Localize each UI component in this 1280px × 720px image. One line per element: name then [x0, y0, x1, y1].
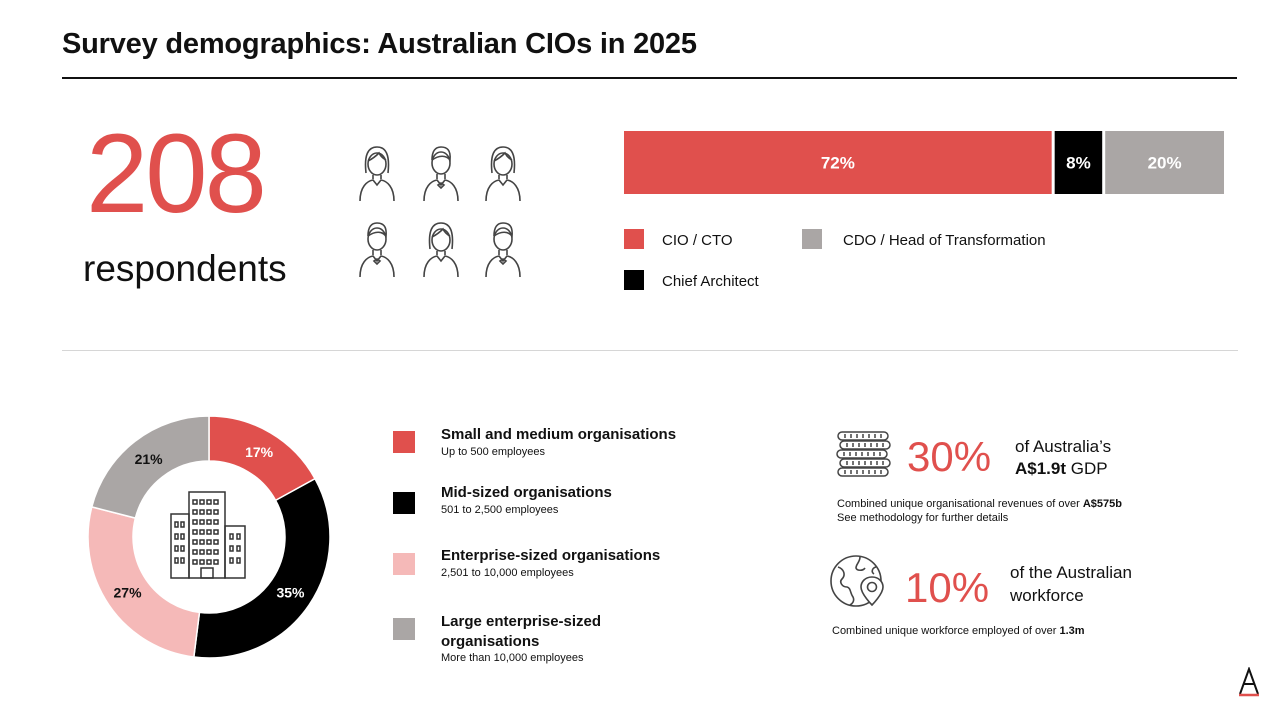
role-bar-segment: [1054, 131, 1103, 194]
gdp-line-2: A$1.9t GDP: [1015, 458, 1108, 480]
org-legend-title-enterprise: Enterprise-sized organisations: [441, 547, 661, 564]
section-divider: [62, 350, 1238, 351]
role-bar-label: 8%: [1066, 154, 1091, 173]
gdp-unit: GDP: [1066, 459, 1108, 478]
donut-slice-label: 21%: [135, 451, 164, 467]
org-legend-subtitle-enterprise: 2,501 to 10,000 employees: [441, 567, 574, 579]
role-stacked-bar-chart: 72% 8% 20%: [624, 131, 1224, 194]
org-legend-subtitle-small: Up to 500 employees: [441, 446, 545, 458]
org-legend-title-small: Small and medium organisations: [441, 426, 677, 443]
org-legend-swatch-small: [393, 431, 415, 453]
person-male-icon: [483, 219, 523, 279]
revenue-note: Combined unique organisational revenues …: [837, 497, 1122, 511]
respondent-label: respondents: [83, 248, 287, 289]
legend-label-cdo: CDO / Head of Transformation: [843, 232, 1046, 249]
org-legend-swatch-large: [393, 618, 415, 640]
revenue-amount: A$575b: [1082, 498, 1122, 510]
legend-swatch-cio: [624, 229, 644, 249]
person-female-icon: [357, 143, 397, 203]
brand-logo: [1238, 666, 1260, 697]
person-male-icon: [357, 219, 397, 279]
donut-slice-label: 17%: [245, 444, 274, 460]
workforce-share-value: 10%: [905, 564, 990, 611]
office-building-icon: [170, 491, 246, 579]
donut-slice: [192, 477, 331, 659]
respondent-count: 208: [86, 111, 267, 236]
org-legend-swatch-enterprise: [393, 553, 415, 575]
workforce-line-2: workforce: [1010, 586, 1084, 605]
workforce-note: Combined unique workforce employed of ov…: [832, 624, 1085, 638]
person-female-icon: [421, 219, 461, 279]
workforce-line-1: of the Australian: [1010, 563, 1132, 582]
page-title: Survey demographics: Australian CIOs in …: [62, 28, 697, 60]
legend-swatch-architect: [624, 270, 644, 290]
workforce-amount: 1.3m: [1059, 625, 1085, 637]
role-bar-segment: [1105, 131, 1224, 194]
role-bar-label: 20%: [1148, 154, 1182, 173]
gdp-share-value: 30%: [907, 433, 992, 480]
legend-swatch-cdo: [802, 229, 822, 249]
gdp-line-1: of Australia’s: [1015, 437, 1112, 456]
globe-location-pin-icon: [830, 553, 888, 611]
coin-stack-icon: [835, 430, 893, 480]
role-bar-segment: [624, 131, 1052, 194]
title-divider: [62, 77, 1237, 79]
organisation-size-donut-chart: 17% 35% 27% 21%: [87, 415, 331, 659]
revenue-note-text: Combined unique organisational revenues …: [837, 498, 1083, 510]
org-legend-title-mid: Mid-sized organisations: [441, 484, 612, 501]
donut-slice-label: 35%: [276, 584, 305, 600]
role-bar-label: 72%: [821, 154, 855, 173]
org-legend-swatch-mid: [393, 492, 415, 514]
gdp-amount: A$1.9t: [1015, 459, 1067, 478]
methodology-note: See methodology for further details: [837, 512, 1009, 524]
person-female-icon: [483, 143, 523, 203]
donut-slice: [87, 505, 201, 658]
legend-label-architect: Chief Architect: [662, 273, 759, 290]
workforce-note-text: Combined unique workforce employed of ov…: [832, 625, 1060, 637]
legend-label-cio: CIO / CTO: [662, 232, 733, 249]
person-male-icon: [421, 143, 461, 203]
org-legend-subtitle-mid: 501 to 2,500 employees: [441, 504, 559, 516]
donut-slice: [90, 415, 210, 520]
org-legend-title-large: Large enterprise-sized organisations: [441, 613, 602, 650]
org-legend-subtitle-large: More than 10,000 employees: [441, 652, 584, 664]
donut-slice-label: 27%: [114, 584, 143, 600]
